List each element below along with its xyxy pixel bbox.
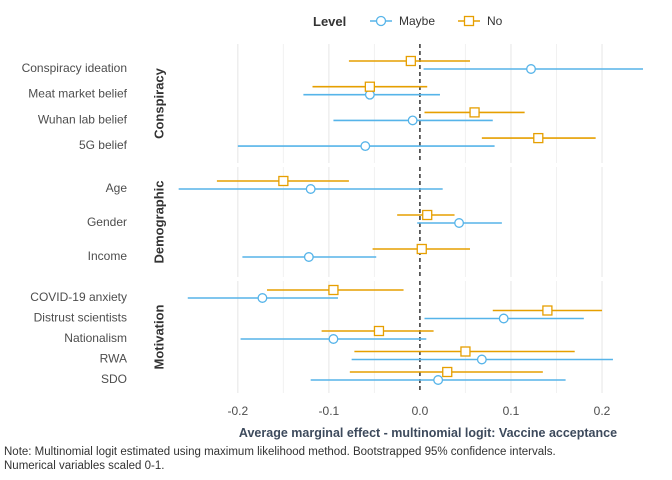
no-estimate-point [469, 107, 480, 118]
term-label: Conspiracy ideation [22, 61, 127, 75]
legend-label: No [487, 14, 503, 28]
legend-label: Maybe [399, 14, 435, 28]
facet-motivation: Motivation COVID-19 anxiety Distrust scien… [30, 284, 613, 386]
maybe-estimate-point [433, 375, 444, 385]
term-row: COVID-19 anxiety [30, 284, 404, 304]
x-tick-label: -0.1 [319, 404, 340, 418]
grid [237, 44, 603, 393]
facet-strip-label: Demographic [152, 180, 167, 263]
x-tick-label: -0.2 [227, 404, 248, 418]
term-row: Gender [87, 209, 502, 229]
term-label: Wuhan lab belief [38, 112, 128, 126]
no-estimate-point [533, 132, 544, 144]
legend-title: Level [313, 14, 346, 29]
maybe-estimate-point [526, 64, 536, 74]
term-row: Income [88, 243, 471, 263]
term-label: Income [88, 249, 128, 263]
term-row: Nationalism [64, 325, 434, 345]
maybe-estimate-point [454, 218, 465, 228]
legend-square-icon [463, 15, 475, 27]
term-label: COVID-19 anxiety [30, 290, 127, 304]
no-estimate-point [405, 55, 416, 67]
maybe-estimate-point [407, 115, 418, 126]
facet-demographic: Demographic Age Gender Income [87, 175, 502, 264]
facet-panels: Conspiracy Conspiracy ideation Meat market… [22, 55, 643, 386]
no-estimate-point [442, 366, 453, 378]
term-row: RWA [100, 346, 613, 366]
x-axis: -0.2 -0.1 0.0 0.1 0.2 [227, 404, 610, 418]
maybe-estimate-point [303, 252, 314, 262]
maybe-estimate-point [476, 354, 487, 365]
maybe-estimate-point [360, 141, 371, 152]
term-label: SDO [101, 372, 127, 386]
term-row: SDO [101, 366, 566, 386]
term-row: Meat market belief [28, 81, 440, 101]
term-label: Age [106, 181, 128, 195]
no-estimate-point [364, 81, 376, 92]
x-tick-label: 0.1 [503, 404, 520, 418]
no-estimate-point [460, 346, 471, 357]
term-label: 5G belief [79, 138, 128, 152]
x-tick-label: 0.0 [412, 404, 429, 418]
term-row: Conspiracy ideation [22, 55, 643, 75]
legend-entry-no: No [458, 14, 503, 28]
x-axis-label: Average marginal effect - multinomial lo… [239, 426, 617, 440]
no-estimate-point [328, 284, 339, 296]
facet-strip-label: Motivation [152, 304, 167, 369]
note-line-1: Note: Multinomial logit estimated using … [4, 446, 556, 458]
term-label: Distrust scientists [34, 311, 127, 325]
maybe-estimate-point [328, 334, 339, 344]
no-estimate-point [416, 243, 427, 255]
maybe-estimate-point [305, 184, 316, 194]
note-line-2: Numerical variables scaled 0-1. [4, 460, 164, 472]
facet-conspiracy: Conspiracy Conspiracy ideation Meat market… [22, 55, 643, 152]
facet-strip-label: Conspiracy [152, 67, 167, 139]
no-estimate-point [373, 325, 385, 337]
legend-entry-maybe: Maybe [370, 14, 435, 28]
legend-circle-icon [375, 15, 387, 27]
term-label: Nationalism [64, 331, 127, 345]
maybe-estimate-point [257, 293, 268, 303]
x-tick-label: 0.2 [594, 404, 611, 418]
no-estimate-point [278, 175, 289, 187]
term-label: Meat market belief [28, 87, 127, 101]
no-estimate-point [542, 305, 553, 316]
term-row: Distrust scientists [34, 305, 603, 325]
term-label: Gender [87, 215, 127, 229]
term-row: Age [106, 175, 443, 195]
legend: Level Maybe No [313, 14, 503, 29]
term-row: Wuhan lab belief [38, 107, 525, 126]
term-row: 5G belief [79, 132, 596, 152]
no-estimate-point [422, 209, 433, 221]
maybe-estimate-point [498, 313, 509, 324]
term-label: RWA [100, 352, 127, 366]
